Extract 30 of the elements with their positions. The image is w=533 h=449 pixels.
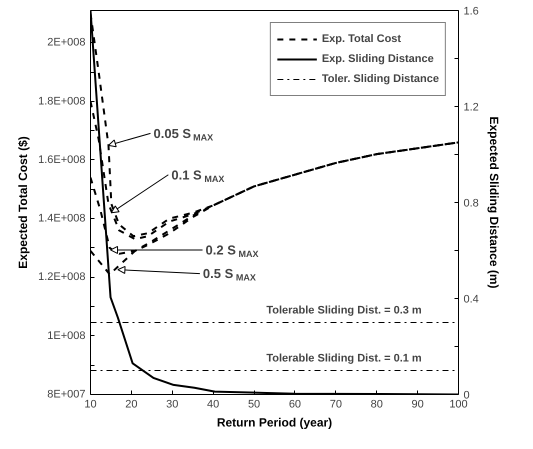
x-tick-label: 10 [84,398,97,410]
y2-tick-label: 1.2 [464,102,479,114]
x-tick-label: 90 [411,398,424,410]
y-tick-label: 1.8E+008 [38,95,86,108]
y2-tick-label: 0.8 [464,198,479,210]
x-tick-label: 100 [449,398,468,410]
y-tick-label: 1.2E+008 [38,271,86,284]
x-tick-label: 40 [207,398,220,410]
y-tick-label: 1.4E+008 [38,212,86,225]
legend-label: Toler. Sliding Distance [322,73,439,85]
x-tick-label: 80 [370,398,383,410]
legend-label: Exp. Sliding Distance [322,53,434,65]
y2-tick-label: 0.4 [464,294,479,306]
y-tick-label: 1.6E+008 [38,154,86,166]
x-tick-label: 30 [166,398,178,410]
y-tick-label: 2E+008 [47,36,86,49]
x-tick-label: 60 [288,398,302,410]
legend-label: Exp. Total Cost [322,33,402,45]
x-tick-label: 70 [330,398,342,410]
x-tick-label: 50 [248,398,260,410]
annotation: Tolerable Sliding Dist. = 0.3 m [266,304,422,316]
y2-tick-label: 1.6 [464,6,479,18]
x-tick-label: 20 [125,398,138,410]
y-axis-title: Expected Total Cost ($) [16,136,30,269]
x-axis-title: Return Period (year) [216,416,332,430]
y2-tick-label: 0 [464,390,470,402]
y-tick-label: 1E+008 [47,330,86,342]
annotation: Tolerable Sliding Dist. = 0.1 m [266,352,422,364]
y-tick-label: 8E+007 [47,388,86,400]
y2-axis-title: Expected Sliding Distance (m) [486,116,501,289]
